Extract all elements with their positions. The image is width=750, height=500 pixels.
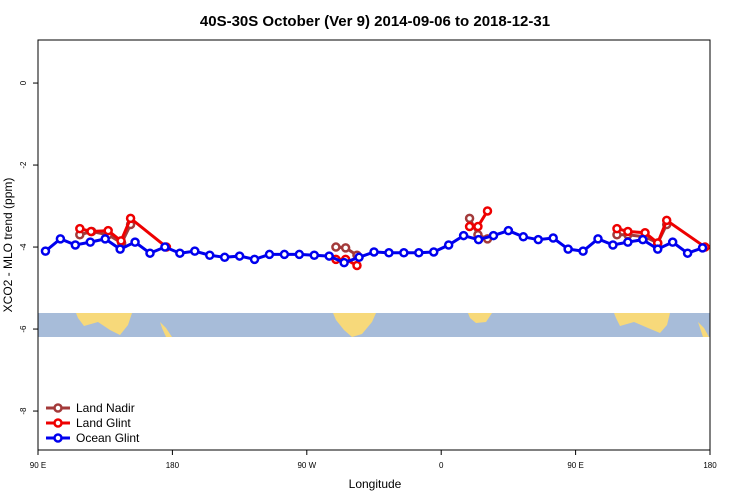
data-point xyxy=(473,221,483,232)
series xyxy=(40,225,708,268)
south-america xyxy=(468,313,492,323)
legend-marker xyxy=(53,403,63,413)
data-point xyxy=(652,244,663,254)
data-point xyxy=(482,206,493,216)
data-point xyxy=(458,230,469,241)
data-point xyxy=(75,223,85,234)
data-point xyxy=(369,247,379,257)
x-axis-label: Longitude xyxy=(349,477,402,491)
data-point xyxy=(623,226,633,237)
series-line xyxy=(44,229,704,265)
legend-marker xyxy=(53,418,63,428)
legend-label: Land Glint xyxy=(76,416,131,430)
data-point xyxy=(563,244,573,254)
data-point xyxy=(40,246,51,256)
data-point xyxy=(623,237,633,247)
data-point xyxy=(339,257,349,268)
data-point xyxy=(473,234,484,245)
data-point xyxy=(115,244,125,254)
data-point xyxy=(578,246,588,256)
data-point xyxy=(160,242,170,252)
data-point xyxy=(638,234,648,245)
x-tick-label: 90 E xyxy=(567,461,583,470)
new-zealand xyxy=(160,322,172,337)
series xyxy=(75,206,710,271)
data-point xyxy=(533,234,544,245)
data-point xyxy=(125,213,136,224)
data-point xyxy=(682,248,693,258)
data-point xyxy=(697,243,708,253)
y-tick-label: -2 xyxy=(19,161,28,169)
data-point xyxy=(234,251,245,261)
data-point xyxy=(414,248,424,258)
data-point xyxy=(443,240,454,250)
data-point xyxy=(667,237,678,247)
data-point xyxy=(264,249,275,260)
y-tick-label: -8 xyxy=(19,407,28,415)
data-point xyxy=(116,236,126,246)
legend-label: Land Nadir xyxy=(76,401,135,415)
data-point xyxy=(103,225,113,236)
data-point xyxy=(100,234,110,244)
data-point xyxy=(428,247,439,257)
land-mask-strip xyxy=(38,313,710,337)
x-tick-label: 0 xyxy=(439,461,444,470)
data-point xyxy=(309,250,320,260)
data-point xyxy=(219,252,230,263)
data-point xyxy=(464,221,475,232)
australia xyxy=(76,313,132,335)
data-point xyxy=(518,232,529,242)
data-point xyxy=(384,248,394,258)
y-axis-label: XCO2 - MLO trend (ppm) xyxy=(1,178,15,313)
x-tick-label: 90 W xyxy=(297,461,316,470)
data-point xyxy=(464,213,475,224)
data-point xyxy=(249,254,260,265)
data-point xyxy=(548,233,558,243)
data-point xyxy=(55,234,66,244)
data-point xyxy=(488,230,499,241)
x-tick-label: 180 xyxy=(166,461,180,470)
data-point xyxy=(503,225,514,236)
data-point xyxy=(354,252,364,263)
data-point xyxy=(279,249,290,260)
australia xyxy=(614,313,670,333)
data-point xyxy=(324,251,334,261)
data-point xyxy=(661,215,672,226)
data-point xyxy=(85,237,96,247)
data-point xyxy=(175,248,185,258)
data-point xyxy=(130,237,140,247)
data-point xyxy=(331,242,341,252)
x-tick-label: 180 xyxy=(703,461,717,470)
legend-marker xyxy=(53,433,63,443)
legend-label: Ocean Glint xyxy=(76,431,140,445)
data-point xyxy=(340,243,351,253)
data-point xyxy=(204,250,215,260)
y-tick-label: -4 xyxy=(19,243,28,251)
data-point xyxy=(70,240,81,250)
new-zealand xyxy=(698,322,709,337)
data-point xyxy=(608,240,618,250)
data-point xyxy=(294,249,305,260)
plot-frame xyxy=(37,39,711,451)
data-point xyxy=(612,223,622,234)
chart-title: 40S-30S October (Ver 9) 2014-09-06 to 20… xyxy=(200,13,550,30)
data-point xyxy=(593,234,603,244)
y-tick-label: 0 xyxy=(19,80,28,85)
x-tick-label: 90 E xyxy=(30,461,46,470)
data-point xyxy=(86,226,96,237)
africa xyxy=(333,313,376,337)
data-point xyxy=(399,248,409,258)
data-point xyxy=(145,248,155,258)
data-point xyxy=(352,260,362,271)
y-tick-label: -6 xyxy=(19,325,28,333)
data-point xyxy=(190,246,200,256)
